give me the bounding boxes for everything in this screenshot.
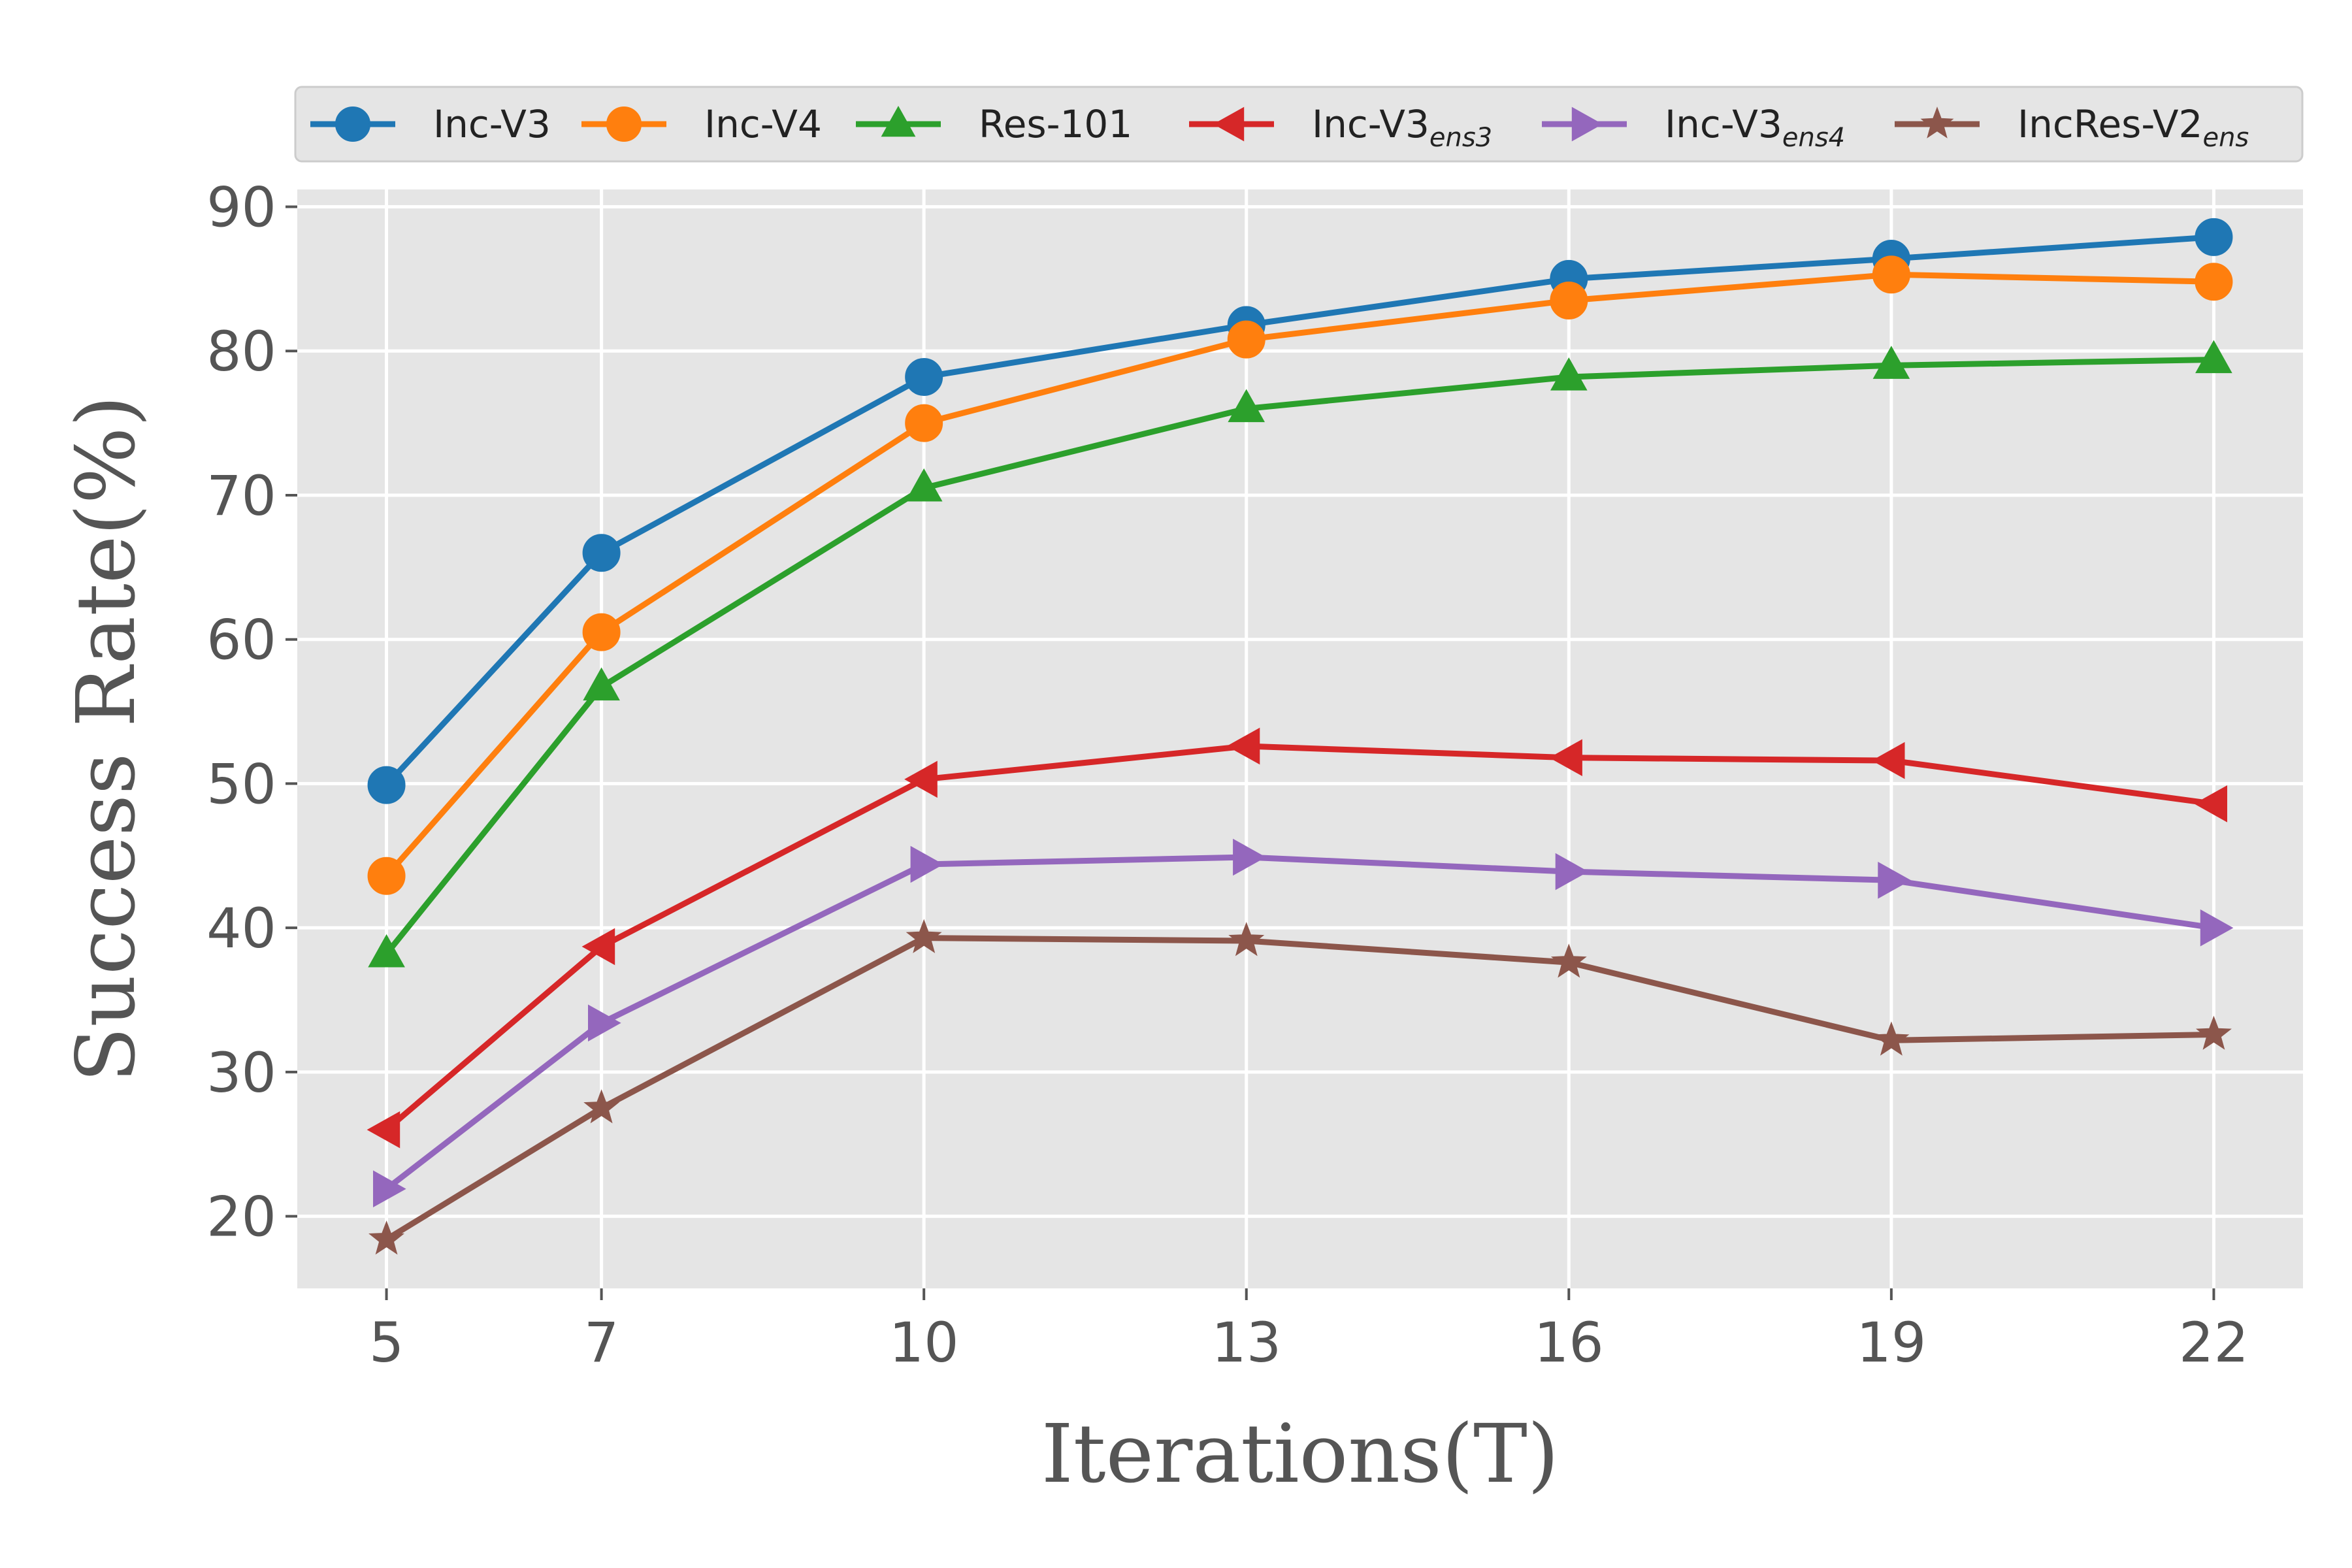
legend-entry: Inc-V4	[581, 102, 822, 146]
data-point	[2195, 263, 2233, 301]
data-point	[2194, 785, 2227, 823]
legend-marker	[881, 105, 916, 137]
data-point	[1878, 861, 1911, 899]
x-tick-label: 22	[2179, 1311, 2249, 1375]
data-point	[1233, 838, 1266, 876]
legend-marker	[606, 106, 642, 142]
data-point	[2195, 340, 2232, 374]
data-point	[1228, 389, 1266, 423]
legend-label: Res-101	[979, 102, 1132, 146]
data-point	[367, 766, 406, 804]
y-tick-label: 20	[206, 1185, 276, 1249]
data-point	[1550, 943, 1587, 978]
data-point	[373, 1170, 406, 1208]
data-point	[583, 667, 620, 701]
data-point	[367, 1111, 400, 1149]
legend-label: Inc-V3ens3	[1312, 102, 1492, 153]
legend-entry: IncRes-V2ens	[1895, 102, 2249, 153]
series-4	[373, 838, 2234, 1208]
legend-label: IncRes-V2ens	[2017, 102, 2249, 153]
legend-marker	[1920, 106, 1954, 139]
legend-entry: Inc-V3ens3	[1189, 102, 1492, 153]
series-layer	[367, 218, 2234, 1255]
y-tick-label: 60	[206, 608, 276, 672]
data-point	[905, 357, 943, 396]
series-1	[367, 255, 2233, 895]
x-axis-label: Iterations(T)	[1041, 1407, 1560, 1501]
legend-entry: Inc-V3ens4	[1542, 102, 1845, 153]
data-point	[367, 857, 406, 895]
data-point	[1226, 727, 1260, 765]
data-point	[1227, 320, 1266, 359]
y-tick-label: 80	[206, 319, 276, 384]
legend-marker	[1571, 106, 1603, 142]
data-point	[1549, 739, 1582, 777]
data-point	[910, 845, 944, 883]
data-point	[581, 928, 615, 966]
series-2	[368, 340, 2232, 968]
data-point	[905, 404, 943, 442]
data-point	[904, 760, 938, 798]
data-point	[905, 468, 943, 502]
y-tick-label: 70	[206, 464, 276, 528]
data-point	[906, 919, 942, 953]
y-tick-label: 30	[206, 1041, 276, 1105]
x-tick-label: 7	[584, 1311, 619, 1375]
data-point	[368, 934, 405, 968]
data-point	[1871, 742, 1905, 779]
data-point	[1872, 346, 1910, 379]
data-point	[1555, 853, 1589, 890]
data-point	[1872, 255, 1910, 294]
legend-label: Inc-V3	[433, 102, 551, 146]
legend-marker	[335, 106, 370, 142]
plot-area	[297, 189, 2303, 1288]
series-3	[367, 727, 2227, 1149]
legend-label: Inc-V3ens4	[1665, 102, 1845, 153]
legend: Inc-V3 Inc-V4 Res-101 Inc-V3ens3 Inc-V3ens4 I…	[294, 86, 2304, 163]
x-tick-label: 16	[1534, 1311, 1604, 1375]
x-tick-label: 10	[889, 1311, 959, 1375]
y-axis-label: Success Rate(%)	[59, 395, 154, 1083]
legend-box	[294, 86, 2304, 163]
legend-entry: Inc-V3	[310, 102, 551, 146]
y-tick-label: 90	[206, 175, 276, 239]
data-point	[2200, 909, 2234, 947]
data-point	[588, 1004, 621, 1042]
legend-label: Inc-V4	[704, 102, 822, 146]
y-tick-label: 40	[206, 896, 276, 960]
data-point	[1550, 357, 1588, 391]
data-point	[368, 1220, 405, 1255]
data-point	[582, 534, 621, 572]
data-point	[1873, 1021, 1910, 1056]
data-point	[582, 613, 621, 651]
data-point	[1228, 922, 1265, 956]
legend-entry: Res-101	[856, 102, 1132, 146]
data-point	[583, 1089, 619, 1124]
y-tick-label: 50	[206, 752, 276, 816]
x-tick-label: 13	[1211, 1311, 1281, 1375]
axes: 5 7 10 13 16 19 22 20 30 40 50 60 70 80 90	[206, 175, 2249, 1375]
data-point	[2195, 218, 2233, 256]
data-point	[1550, 281, 1588, 319]
legend-marker	[1213, 106, 1245, 142]
data-point	[2195, 1015, 2232, 1050]
series-5	[368, 919, 2232, 1255]
x-tick-label: 5	[369, 1311, 404, 1375]
x-tick-label: 19	[1856, 1311, 1926, 1375]
